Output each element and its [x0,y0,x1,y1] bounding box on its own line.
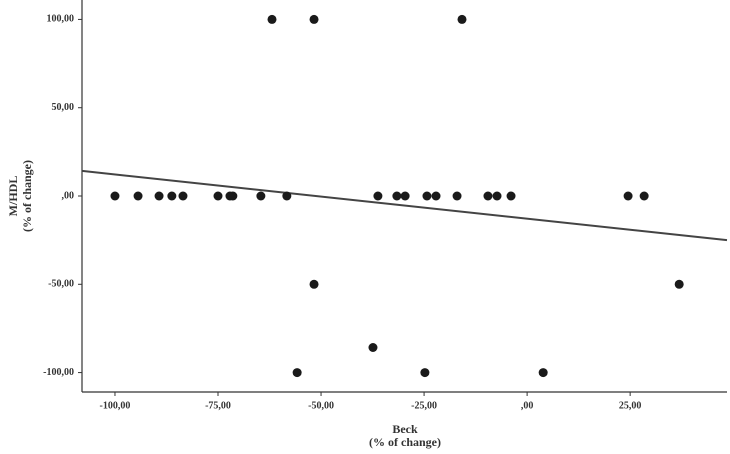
x-tick-label: -100,00 [100,400,131,411]
point [400,191,410,201]
point [623,191,633,201]
point [457,14,467,24]
point [267,14,277,24]
point [228,191,238,201]
point [368,343,378,353]
point [373,191,383,201]
point [431,191,441,201]
x-tick-label: 25,00 [619,400,642,411]
point [492,191,502,201]
point [282,191,292,201]
point [538,368,548,378]
point [154,191,164,201]
point [292,368,302,378]
point [167,191,177,201]
point [110,191,120,201]
y-tick-label: ,00 [62,190,75,201]
point [256,191,266,201]
point [674,279,684,289]
point [639,191,649,201]
point [506,191,516,201]
y-axis-label: (% of change) [20,160,34,232]
point [309,279,319,289]
y-tick-label: -100,00 [43,367,74,378]
y-tick-label: -50,00 [48,279,74,290]
x-tick-label: -50,00 [308,400,334,411]
point [178,191,188,201]
x-tick-label: ,00 [521,400,534,411]
point [420,368,430,378]
y-axis-label: M/HDL [6,176,20,217]
x-axis-label: Beck [392,422,418,436]
point [422,191,432,201]
y-tick-label: 50,00 [52,102,75,113]
point [213,191,223,201]
point [483,191,493,201]
point [452,191,462,201]
x-axis-label: (% of change) [369,435,441,449]
y-tick-label: 100,00 [47,14,75,25]
point [133,191,143,201]
point [309,14,319,24]
point [392,191,402,201]
x-tick-label: -75,00 [205,400,231,411]
trend-line [81,169,728,242]
x-tick-label: -25,00 [411,400,437,411]
